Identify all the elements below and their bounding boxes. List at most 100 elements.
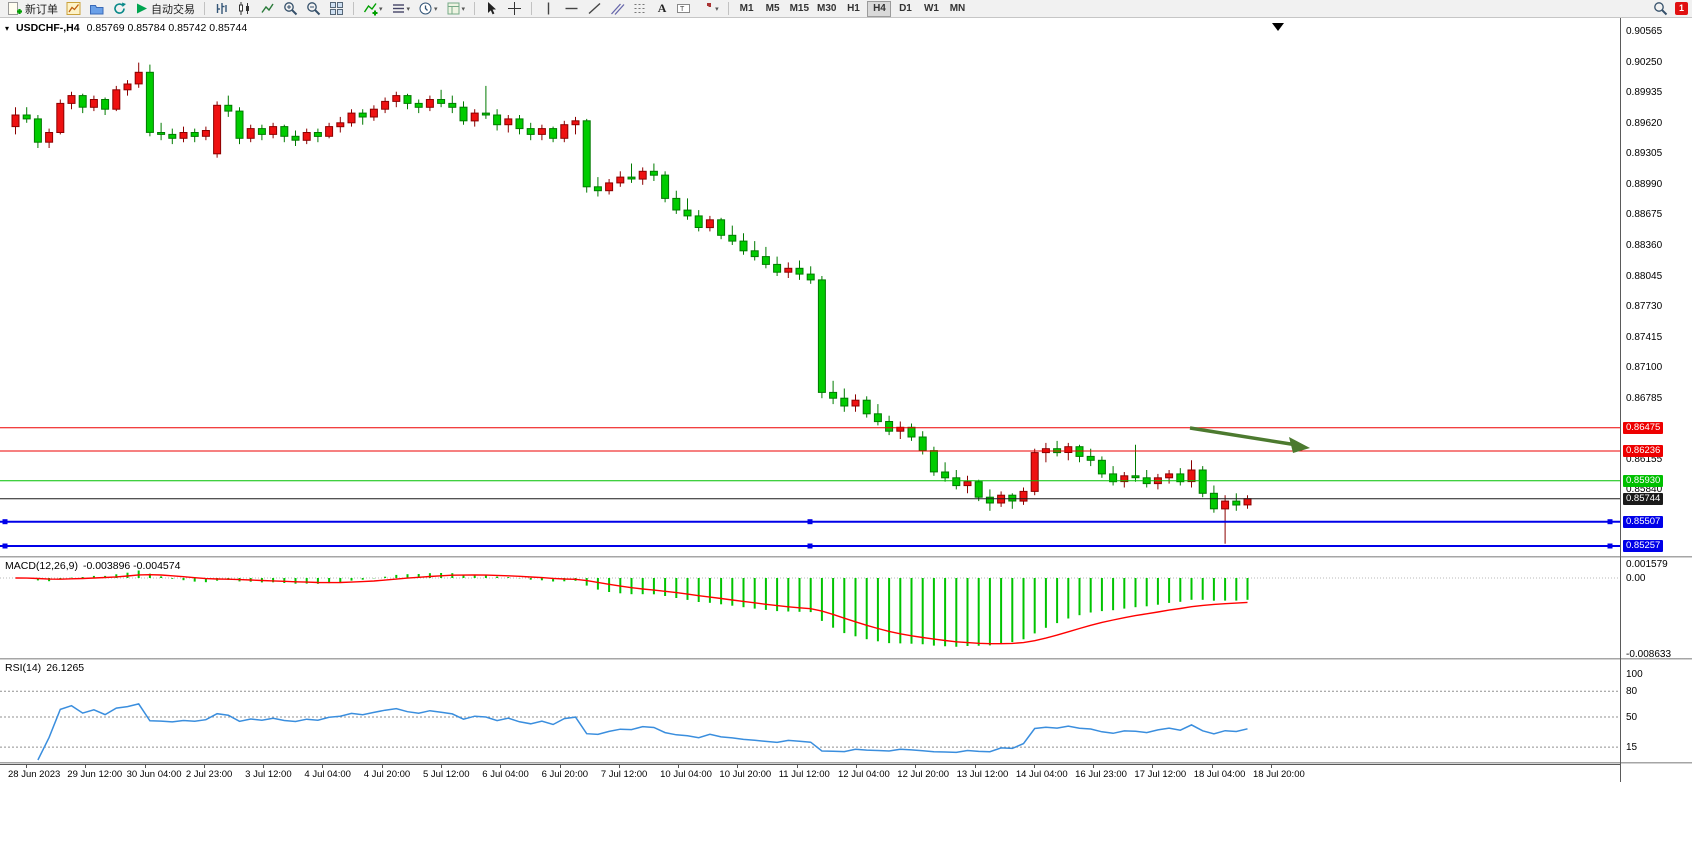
price-axis-label: 0.87100 bbox=[1626, 362, 1663, 373]
horizontal-line-icon bbox=[565, 7, 578, 10]
timeframe-m15-button[interactable]: M15 bbox=[789, 3, 810, 14]
chart-menu-icon[interactable]: ▾ bbox=[5, 23, 10, 33]
autotrading-label: 自动交易 bbox=[151, 3, 195, 16]
timeframe-m30-button[interactable]: M30 bbox=[817, 3, 837, 14]
time-axis-label: 12 Jul 04:00 bbox=[838, 769, 890, 780]
time-axis[interactable]: 28 Jun 2023 29 Jun 12:00 30 Jun 04:00 2 Jul… bbox=[0, 764, 1620, 782]
price-axis-label: 0.88990 bbox=[1626, 179, 1663, 190]
timeframe-mn-button[interactable]: MN bbox=[949, 3, 966, 14]
crosshair-button[interactable] bbox=[504, 1, 525, 17]
price-axis[interactable]: 0.90565 0.90250 0.89935 0.89620 0.89305 0.889… bbox=[1622, 0, 1692, 846]
timeframe-w1-button[interactable]: W1 bbox=[923, 3, 939, 14]
price-axis-label: 0.88675 bbox=[1626, 209, 1663, 220]
macd-axis-label: 0.00 bbox=[1626, 573, 1646, 584]
horizontal-line-button[interactable] bbox=[561, 1, 582, 17]
time-axis-tick bbox=[618, 765, 620, 768]
search-button[interactable] bbox=[1650, 1, 1671, 17]
text-label-button[interactable]: T bbox=[673, 1, 694, 17]
text-button[interactable]: A bbox=[657, 1, 667, 15]
rsi-axis-label: 15 bbox=[1626, 742, 1638, 753]
line-chart-icon bbox=[261, 3, 274, 13]
arrow-shapes-button[interactable]: ▾ bbox=[696, 1, 722, 17]
price-axis-label: 0.90250 bbox=[1626, 57, 1663, 68]
toolbar-right-group: 1 bbox=[1650, 1, 1688, 17]
time-axis-tick bbox=[678, 765, 680, 768]
equidistant-channel-button[interactable] bbox=[607, 1, 628, 17]
period-button[interactable]: ▾ bbox=[415, 1, 441, 17]
time-axis-tick bbox=[203, 765, 205, 768]
timeframe-m5-button[interactable]: M5 bbox=[765, 3, 780, 14]
price-level-tag: 0.85257 bbox=[1623, 540, 1664, 552]
price-level-tag: 0.85930 bbox=[1623, 475, 1664, 487]
symbol-title: USDCHF-,H4 bbox=[16, 22, 80, 34]
toolbar-separator bbox=[531, 2, 533, 15]
trendline-icon bbox=[588, 2, 601, 15]
time-axis-label: 12 Jul 20:00 bbox=[897, 769, 950, 780]
timeframe-h1-button[interactable]: H1 bbox=[847, 3, 860, 14]
panel-separator[interactable] bbox=[0, 658, 1692, 660]
candlestick-chart-button[interactable] bbox=[234, 1, 255, 17]
autotrading-play-icon bbox=[137, 3, 147, 14]
timeframe-m1-button[interactable]: M1 bbox=[739, 3, 754, 14]
price-axis-label: 0.89305 bbox=[1626, 148, 1663, 159]
time-axis-label: 28 Jun 2023 bbox=[8, 769, 61, 780]
new-chart-button[interactable] bbox=[63, 1, 84, 17]
line-chart-button[interactable] bbox=[257, 1, 278, 17]
fibonacci-icon bbox=[634, 4, 647, 13]
rsi-axis-label: 50 bbox=[1626, 712, 1638, 723]
price-chart[interactable] bbox=[0, 18, 1620, 556]
time-axis-label: 10 Jul 04:00 bbox=[660, 769, 712, 780]
macd-chart[interactable] bbox=[0, 558, 1620, 658]
refresh-button[interactable] bbox=[109, 1, 130, 17]
templates-button[interactable]: ▾ bbox=[443, 1, 469, 17]
macd-axis-label: -0.008633 bbox=[1626, 649, 1672, 660]
notification-badge[interactable]: 1 bbox=[1675, 2, 1688, 15]
macd-axis-label: 0.001579 bbox=[1626, 559, 1668, 570]
indicator-list-button[interactable]: ▾ bbox=[388, 1, 414, 17]
indicators-icon bbox=[363, 3, 378, 16]
time-axis-label: 13 Jul 12:00 bbox=[956, 769, 1009, 780]
chart-title: ▾ USDCHF-,H4 0.85769 0.85784 0.85742 0.8… bbox=[5, 22, 247, 34]
time-axis-label: 3 Jul 12:00 bbox=[245, 769, 292, 780]
time-axis-tick bbox=[737, 765, 739, 768]
macd-label: MACD(12,26,9) -0.003896 -0.004574 bbox=[5, 560, 180, 572]
cursor-button[interactable] bbox=[481, 1, 502, 17]
rsi-chart[interactable] bbox=[0, 660, 1620, 762]
time-axis-label: 6 Jul 04:00 bbox=[482, 769, 529, 780]
timeframe-d1-button[interactable]: D1 bbox=[899, 3, 912, 14]
panel-separator[interactable] bbox=[0, 556, 1692, 558]
time-axis-label: 18 Jul 20:00 bbox=[1253, 769, 1305, 780]
period-clock-icon bbox=[419, 2, 432, 15]
tile-windows-button[interactable] bbox=[326, 1, 347, 17]
rsi-name: RSI(14) bbox=[5, 662, 42, 674]
rsi-label: RSI(14) 26.1265 bbox=[5, 662, 84, 674]
zoom-out-button[interactable] bbox=[303, 1, 324, 17]
zoom-in-button[interactable] bbox=[280, 1, 301, 17]
price-level-tag: 0.86475 bbox=[1623, 422, 1664, 434]
svg-text:T: T bbox=[680, 6, 685, 13]
rsi-value: 26.1265 bbox=[46, 662, 85, 674]
new-chart-icon bbox=[66, 2, 81, 15]
profiles-button[interactable] bbox=[86, 1, 107, 17]
price-axis-label: 0.86155 bbox=[1626, 454, 1663, 465]
trendline-button[interactable] bbox=[584, 1, 605, 17]
price-axis-label: 0.89935 bbox=[1626, 87, 1663, 98]
new-order-button[interactable]: 新订单 bbox=[4, 1, 61, 17]
templates-icon bbox=[447, 2, 460, 15]
rsi-panel: RSI(14) 26.1265 bbox=[0, 660, 1620, 762]
timeframe-h4-button[interactable]: H4 bbox=[867, 0, 892, 17]
panel-separator[interactable] bbox=[0, 762, 1692, 764]
vertical-line-button[interactable] bbox=[538, 1, 559, 17]
rsi-axis-label: 100 bbox=[1626, 669, 1643, 680]
time-axis-tick bbox=[441, 765, 442, 768]
time-axis-label: 18 Jul 04:00 bbox=[1193, 769, 1246, 780]
time-axis-label: 5 Jul 12:00 bbox=[423, 769, 470, 780]
bar-chart-button[interactable] bbox=[211, 1, 232, 17]
autotrading-button[interactable]: 自动交易 bbox=[132, 1, 198, 17]
indicators-button[interactable]: ▾ bbox=[360, 1, 386, 17]
toolbar: 新订单 自动交易 bbox=[0, 0, 1692, 18]
time-axis-label: 16 Jul 23:00 bbox=[1075, 769, 1127, 780]
fibonacci-button[interactable] bbox=[630, 1, 651, 17]
price-axis-label: 0.89620 bbox=[1626, 118, 1663, 129]
